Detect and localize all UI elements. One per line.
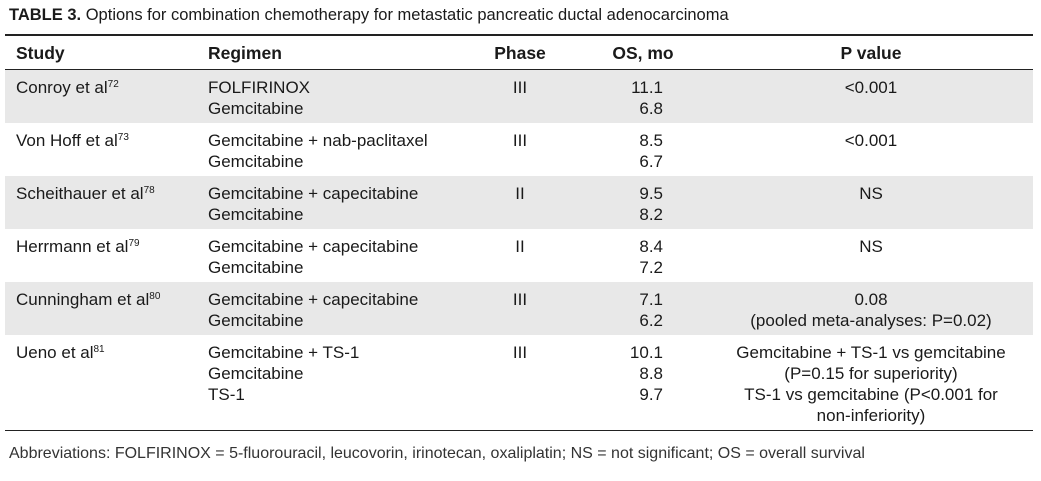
study-cell: Conroy et al72 (16, 77, 119, 98)
study-cell: Scheithauer et al78 (16, 183, 155, 204)
p-value-line: Gemcitabine + TS-1 vs gemcitabine (736, 343, 1006, 362)
reference-number: 81 (93, 344, 105, 355)
header-os: OS, mo (612, 43, 674, 63)
study-name: Scheithauer et al (16, 184, 144, 203)
os-line: 6.2 (639, 311, 663, 330)
os-line: 10.1 (629, 343, 663, 362)
header-phase: Phase (494, 43, 546, 63)
os-line: 7.2 (639, 258, 663, 277)
os-cell: 11.1 6.8 (595, 77, 663, 119)
p-value-line: (P=0.15 for superiority) (784, 364, 958, 383)
header-study: Study (16, 43, 65, 63)
table-footnote: Abbreviations: FOLFIRINOX = 5-fluorourac… (9, 445, 865, 462)
table-top-rule (5, 34, 1033, 36)
os-cell: 9.5 8.2 (595, 183, 663, 225)
p-value-line: <0.001 (844, 131, 898, 150)
os-line: 8.4 (639, 237, 663, 256)
reference-number: 80 (149, 291, 161, 302)
regimen-line: Gemcitabine (208, 311, 304, 330)
os-cell: 10.1 8.8 9.7 (595, 342, 663, 405)
os-cell: 8.4 7.2 (595, 236, 663, 278)
regimen-line: Gemcitabine + nab-paclitaxel (208, 131, 428, 150)
study-name: Conroy et al (16, 78, 108, 97)
regimen-line: Gemcitabine (208, 99, 304, 118)
regimen-line: Gemcitabine (208, 152, 304, 171)
regimen-line: FOLFIRINOX (208, 78, 311, 97)
regimen-cell: Gemcitabine + capecitabine Gemcitabine (208, 183, 418, 225)
p-value-cell: Gemcitabine + TS-1 vs gemcitabine (P=0.15… (705, 342, 1037, 426)
study-cell: Von Hoff et al73 (16, 130, 129, 151)
phase-cell: III (512, 343, 528, 362)
study-name: Herrmann et al (16, 237, 129, 256)
p-value-line: NS (859, 237, 883, 256)
os-line: 8.8 (639, 364, 663, 383)
os-line: 8.2 (639, 205, 663, 224)
os-cell: 8.5 6.7 (595, 130, 663, 172)
regimen-line: Gemcitabine + capecitabine (208, 237, 419, 256)
phase-cell: III (512, 290, 528, 309)
reference-number: 78 (143, 185, 155, 196)
regimen-line: Gemcitabine (208, 364, 304, 383)
regimen-line: Gemcitabine + capecitabine (208, 184, 419, 203)
table-caption-label: TABLE 3. (9, 6, 82, 24)
study-cell: Cunningham et al80 (16, 289, 160, 310)
p-value-line: (pooled meta-analyses: P=0.02) (750, 311, 992, 330)
reference-number: 73 (117, 132, 129, 143)
os-line: 9.7 (639, 385, 663, 404)
regimen-cell: Gemcitabine + capecitabine Gemcitabine (208, 289, 418, 331)
p-value-cell: NS (705, 183, 1037, 204)
os-line: 9.5 (639, 184, 663, 203)
study-cell: Herrmann et al79 (16, 236, 140, 257)
table-row: Cunningham et al80 Gemcitabine + capecita… (5, 282, 1033, 335)
table-row: Conroy et al72 FOLFIRINOX Gemcitabine III 11… (5, 70, 1033, 123)
header-regimen: Regimen (208, 43, 282, 63)
regimen-line: Gemcitabine (208, 205, 304, 224)
p-value-cell: NS (705, 236, 1037, 257)
regimen-cell: Gemcitabine + TS-1 Gemcitabine TS-1 (208, 342, 359, 405)
table-row: Herrmann et al79 Gemcitabine + capecitabi… (5, 229, 1033, 282)
regimen-cell: Gemcitabine + capecitabine Gemcitabine (208, 236, 418, 278)
os-line: 6.8 (639, 99, 663, 118)
table-caption-text: Options for combination chemotherapy for… (85, 6, 729, 24)
table-row: Von Hoff et al73 Gemcitabine + nab-paclit… (5, 123, 1033, 176)
os-line: 6.7 (639, 152, 663, 171)
study-name: Von Hoff et al (16, 131, 118, 150)
os-line: 8.5 (639, 131, 663, 150)
p-value-line: TS-1 vs gemcitabine (P<0.001 for (744, 385, 998, 404)
table-row: Scheithauer et al78 Gemcitabine + capecit… (5, 176, 1033, 229)
os-line: 11.1 (631, 78, 663, 97)
phase-cell: III (512, 78, 528, 97)
reference-number: 79 (128, 238, 140, 249)
regimen-line: TS-1 (208, 385, 245, 404)
regimen-line: Gemcitabine + TS-1 (208, 343, 360, 362)
phase-cell: II (515, 237, 525, 256)
regimen-line: Gemcitabine + capecitabine (208, 290, 419, 309)
p-value-cell: 0.08 (pooled meta-analyses: P=0.02) (705, 289, 1037, 331)
os-line: 7.1 (639, 290, 663, 309)
reference-number: 72 (107, 79, 119, 90)
study-name: Cunningham et al (16, 290, 150, 309)
p-value-cell: <0.001 (705, 130, 1037, 151)
p-value-line: <0.001 (844, 78, 898, 97)
p-value-line: non-inferiority) (816, 406, 926, 425)
p-value-line: NS (859, 184, 883, 203)
table-bottom-rule (5, 430, 1033, 431)
phase-cell: II (515, 184, 525, 203)
regimen-cell: FOLFIRINOX Gemcitabine (208, 77, 310, 119)
table-body: Conroy et al72 FOLFIRINOX Gemcitabine III 11… (5, 70, 1033, 428)
table-header-rule (5, 69, 1033, 70)
p-value-line: 0.08 (854, 290, 888, 309)
table-caption: TABLE 3. Options for combination chemoth… (9, 6, 729, 25)
header-p-value: P value (840, 43, 902, 63)
os-cell: 7.1 6.2 (595, 289, 663, 331)
table-header-row: Study Regimen Phase OS, mo P value (5, 36, 1033, 69)
regimen-cell: Gemcitabine + nab-paclitaxel Gemcitabine (208, 130, 428, 172)
phase-cell: III (512, 131, 528, 150)
study-name: Ueno et al (16, 343, 94, 362)
study-cell: Ueno et al81 (16, 342, 105, 363)
regimen-line: Gemcitabine (208, 258, 304, 277)
table-row: Ueno et al81 Gemcitabine + TS-1 Gemcitabin… (5, 335, 1033, 428)
p-value-cell: <0.001 (705, 77, 1037, 98)
